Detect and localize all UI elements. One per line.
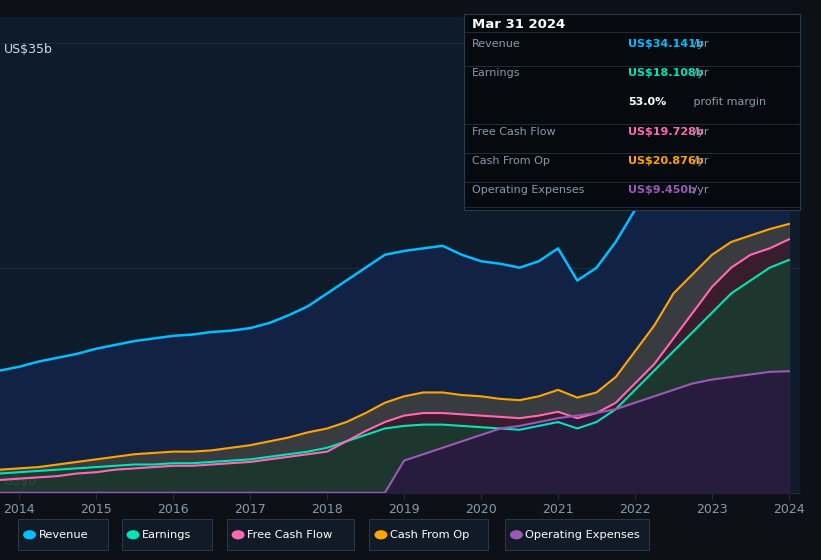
Text: US$35b: US$35b [4, 43, 53, 55]
Text: US$20.876b: US$20.876b [628, 156, 704, 166]
Text: Mar 31 2024: Mar 31 2024 [472, 18, 566, 31]
Text: US$34.141b: US$34.141b [628, 39, 704, 49]
Text: Earnings: Earnings [142, 530, 191, 540]
Text: Revenue: Revenue [472, 39, 521, 49]
Text: Earnings: Earnings [472, 68, 521, 78]
Text: Free Cash Flow: Free Cash Flow [247, 530, 333, 540]
Text: US$0: US$0 [4, 475, 37, 488]
Text: Operating Expenses: Operating Expenses [525, 530, 640, 540]
Text: Free Cash Flow: Free Cash Flow [472, 127, 556, 137]
Text: US$18.108b: US$18.108b [628, 68, 704, 78]
Text: 53.0%: 53.0% [628, 97, 667, 108]
Text: /yr: /yr [690, 127, 709, 137]
Text: profit margin: profit margin [690, 97, 766, 108]
Text: Cash From Op: Cash From Op [472, 156, 550, 166]
Text: Cash From Op: Cash From Op [390, 530, 470, 540]
Text: US$19.728b: US$19.728b [628, 127, 704, 137]
Text: /yr: /yr [690, 39, 709, 49]
Text: Revenue: Revenue [39, 530, 88, 540]
Text: /yr: /yr [690, 185, 709, 195]
Text: /yr: /yr [690, 68, 709, 78]
Text: US$9.450b: US$9.450b [628, 185, 696, 195]
Text: Operating Expenses: Operating Expenses [472, 185, 585, 195]
Text: /yr: /yr [690, 156, 709, 166]
